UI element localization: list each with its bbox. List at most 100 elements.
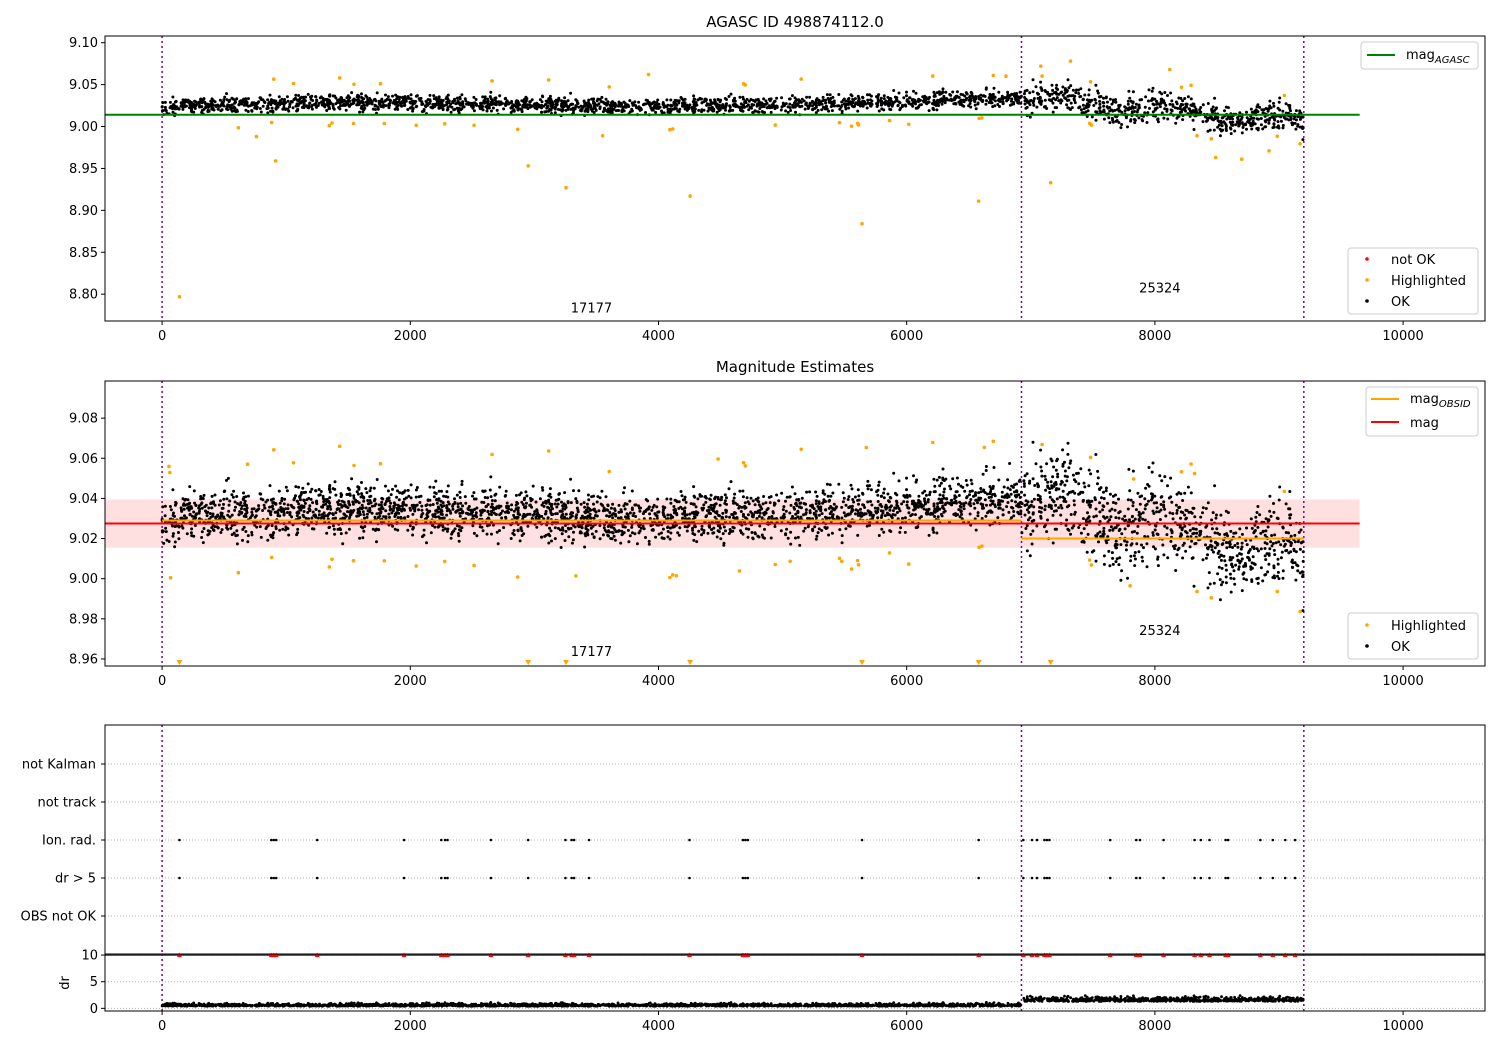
ok-point bbox=[1147, 500, 1150, 503]
ok-point bbox=[1002, 101, 1005, 104]
ok-point bbox=[895, 99, 898, 102]
ok-point bbox=[990, 96, 993, 99]
ok-point bbox=[654, 106, 657, 109]
ok-point bbox=[854, 496, 857, 499]
ok-point bbox=[941, 477, 944, 480]
ok-point bbox=[942, 95, 945, 98]
ok-point bbox=[821, 512, 824, 515]
ok-point bbox=[162, 542, 165, 545]
ok-point bbox=[212, 103, 215, 106]
ok-point bbox=[562, 109, 565, 112]
ok-point bbox=[456, 494, 459, 497]
ok-point bbox=[1156, 106, 1159, 109]
ok-point bbox=[1063, 484, 1066, 487]
ok-point bbox=[1170, 99, 1173, 102]
ok-point bbox=[1024, 103, 1027, 106]
ok-point bbox=[1103, 110, 1106, 113]
ok-point bbox=[1301, 138, 1304, 141]
ok-point bbox=[1257, 549, 1260, 552]
ok-point bbox=[1183, 492, 1186, 495]
ok-point bbox=[1270, 106, 1273, 109]
ok-point bbox=[831, 492, 834, 495]
ok-point bbox=[1023, 494, 1026, 497]
ok-point bbox=[416, 94, 419, 97]
ok-point bbox=[269, 484, 272, 487]
ok-point bbox=[322, 497, 325, 500]
ok-point bbox=[1294, 540, 1297, 543]
ok-point bbox=[794, 111, 797, 114]
ok-point bbox=[710, 101, 713, 104]
ok-point bbox=[1273, 549, 1276, 552]
ok-point bbox=[550, 529, 553, 532]
ok-point bbox=[1166, 94, 1169, 97]
ok-point bbox=[428, 102, 431, 105]
ok-point bbox=[283, 498, 286, 501]
ok-point bbox=[915, 92, 918, 95]
ok-point bbox=[1245, 578, 1248, 581]
ok-point bbox=[1012, 510, 1015, 513]
ok-point bbox=[932, 107, 935, 110]
ok-point bbox=[742, 495, 745, 498]
ok-point bbox=[1215, 107, 1218, 110]
ok-point bbox=[332, 104, 335, 107]
ok-point bbox=[662, 102, 665, 105]
ok-point bbox=[1273, 553, 1276, 556]
ok-point bbox=[1120, 111, 1123, 114]
highlighted-point bbox=[1267, 149, 1271, 153]
ok-point bbox=[1285, 502, 1288, 505]
ok-point bbox=[1127, 108, 1130, 111]
ok-point bbox=[276, 103, 279, 106]
ok-point bbox=[169, 505, 172, 508]
ok-point bbox=[547, 516, 550, 519]
ok-point bbox=[782, 104, 785, 107]
ok-point bbox=[209, 100, 212, 103]
ok-point bbox=[287, 534, 290, 537]
ok-point bbox=[292, 106, 295, 109]
highlighted-point bbox=[688, 194, 692, 198]
ok-point bbox=[271, 107, 274, 110]
ok-point bbox=[380, 104, 383, 107]
ok-point bbox=[360, 96, 363, 99]
ok-point bbox=[438, 107, 441, 110]
agasc-ok-points bbox=[161, 78, 1305, 141]
ok-point bbox=[394, 485, 397, 488]
ok-point bbox=[857, 503, 860, 506]
ok-point bbox=[1216, 126, 1219, 129]
ok-point bbox=[769, 99, 772, 102]
ok-point bbox=[425, 541, 428, 544]
ok-point bbox=[1237, 568, 1240, 571]
ok-point bbox=[1066, 505, 1069, 508]
ok-point bbox=[928, 109, 931, 112]
ok-point bbox=[1125, 548, 1128, 551]
ok-point bbox=[1260, 566, 1263, 569]
ok-point bbox=[1151, 90, 1154, 93]
ok-point bbox=[1102, 105, 1105, 108]
ok-point bbox=[1105, 541, 1108, 544]
ok-point bbox=[260, 536, 263, 539]
ok-point bbox=[225, 108, 228, 111]
ok-point bbox=[1202, 120, 1205, 123]
ok-point bbox=[1268, 118, 1271, 121]
ok-point bbox=[1125, 544, 1128, 547]
ok-point bbox=[482, 99, 485, 102]
ok-point bbox=[1148, 107, 1151, 110]
ok-point bbox=[486, 98, 489, 101]
ok-point bbox=[681, 103, 684, 106]
ok-point bbox=[740, 109, 743, 112]
ok-point bbox=[803, 100, 806, 103]
ok-point bbox=[1067, 442, 1070, 445]
ok-point bbox=[1207, 586, 1210, 589]
ok-point bbox=[338, 107, 341, 110]
ok-point bbox=[1098, 501, 1101, 504]
ok-point bbox=[234, 506, 237, 509]
ok-point bbox=[475, 511, 478, 514]
ok-point bbox=[522, 503, 525, 506]
ok-point bbox=[851, 498, 854, 501]
ok-point bbox=[1095, 119, 1098, 122]
ok-point bbox=[373, 98, 376, 101]
ok-point bbox=[493, 512, 496, 515]
highlighted-point bbox=[744, 83, 748, 87]
ok-point bbox=[222, 98, 225, 101]
ok-point bbox=[1166, 527, 1169, 530]
ok-point bbox=[1250, 517, 1253, 520]
